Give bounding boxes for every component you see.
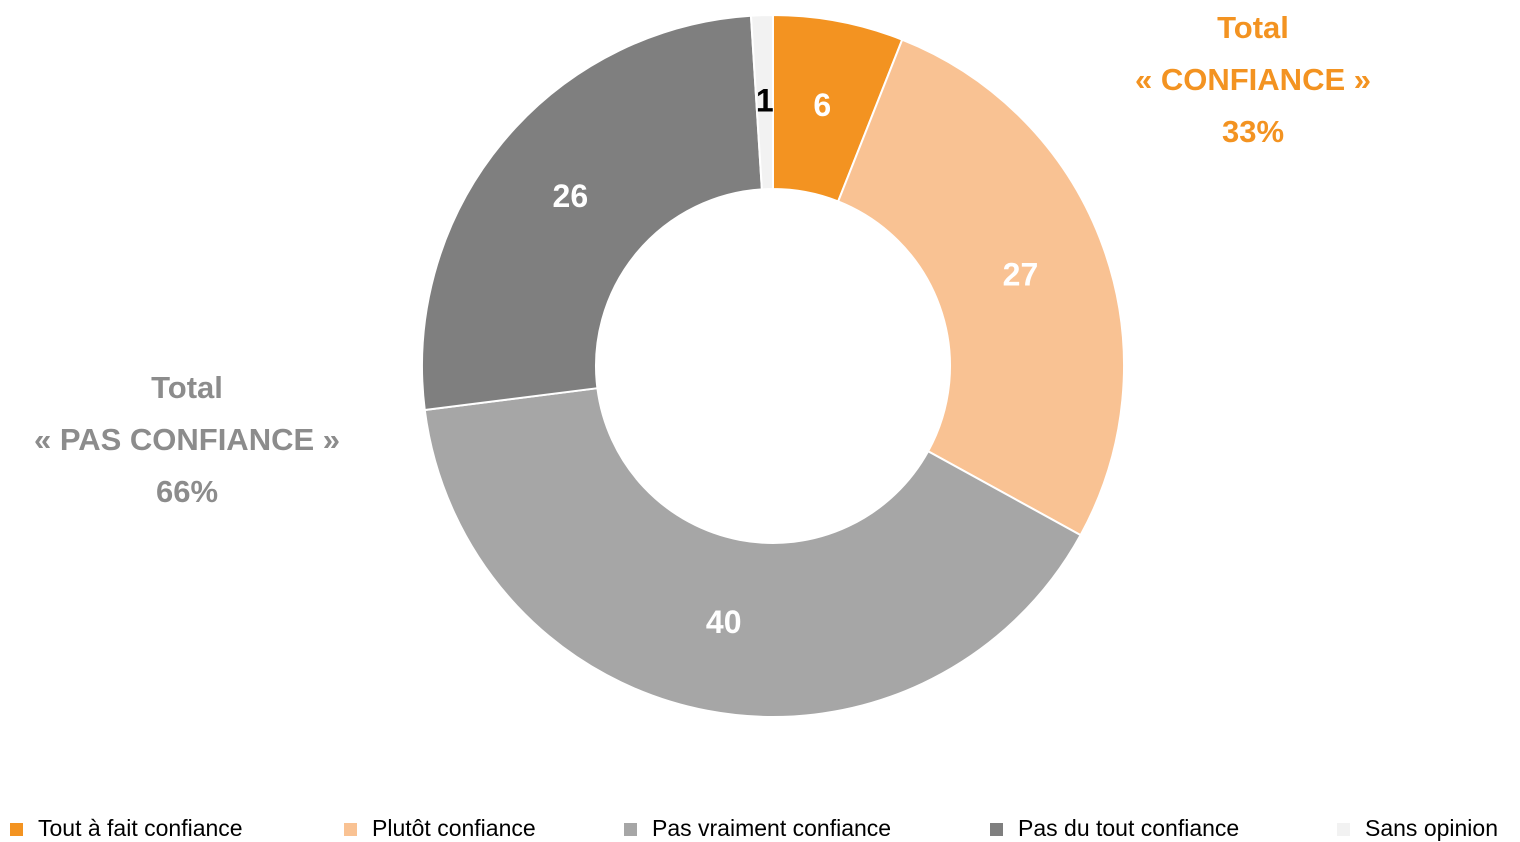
legend-label: Tout à fait confiance bbox=[38, 815, 243, 841]
legend-swatch bbox=[1337, 823, 1350, 836]
donut-slice bbox=[749, 13, 774, 191]
legend-label: Pas vraiment confiance bbox=[652, 815, 891, 841]
legend-label: Sans opinion bbox=[1365, 815, 1498, 841]
annotation: Total bbox=[151, 370, 223, 405]
data-label: 26 bbox=[553, 178, 589, 214]
legend-label: Plutôt confiance bbox=[372, 815, 536, 841]
annotation: 66% bbox=[156, 474, 218, 509]
legend-swatch bbox=[344, 823, 357, 836]
donut-slice bbox=[836, 38, 1125, 537]
annotation: 33% bbox=[1222, 114, 1284, 149]
annotation: « CONFIANCE » bbox=[1135, 62, 1371, 97]
data-label: 27 bbox=[1003, 256, 1039, 292]
annotation: Total bbox=[1217, 10, 1289, 45]
donut-slice bbox=[421, 14, 763, 412]
data-label: 40 bbox=[706, 604, 742, 640]
donut-slice bbox=[423, 387, 1082, 718]
legend-swatch bbox=[990, 823, 1003, 836]
legend-label: Pas du tout confiance bbox=[1018, 815, 1239, 841]
data-label: 6 bbox=[813, 87, 831, 123]
legend-swatch bbox=[624, 823, 637, 836]
annotation: « PAS CONFIANCE » bbox=[34, 422, 340, 457]
legend-swatch bbox=[10, 823, 23, 836]
data-label: 1 bbox=[756, 83, 774, 119]
